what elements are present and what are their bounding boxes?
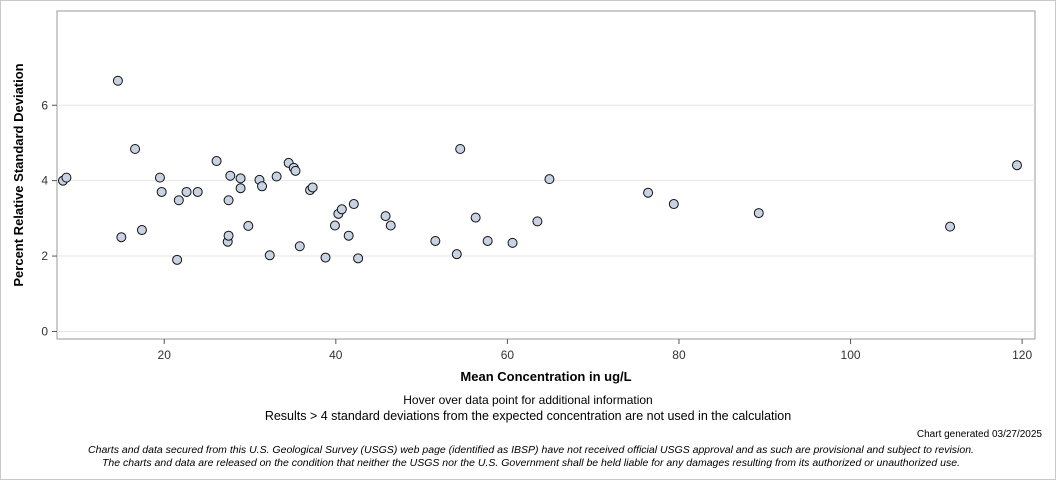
data-point[interactable] (116, 232, 127, 243)
data-point[interactable] (192, 186, 203, 197)
data-point[interactable] (507, 237, 518, 248)
y-tick-label: 6 (41, 98, 48, 112)
data-point[interactable] (290, 165, 301, 176)
data-point[interactable] (336, 204, 347, 215)
data-point[interactable] (385, 220, 396, 231)
data-point[interactable] (257, 181, 268, 192)
data-point[interactable] (482, 235, 493, 246)
data-point[interactable] (156, 186, 167, 197)
data-point[interactable] (945, 221, 956, 232)
data-point[interactable] (130, 143, 141, 154)
data-point[interactable] (271, 171, 282, 182)
hover-note: Hover over data point for additional inf… (403, 393, 653, 407)
x-axis-ticks: 20 40 60 80 100 120 (158, 339, 1032, 362)
data-point[interactable] (235, 183, 246, 194)
data-point[interactable] (430, 235, 441, 246)
x-tick-label: 120 (1012, 348, 1032, 362)
data-point[interactable] (173, 195, 184, 206)
data-point[interactable] (181, 186, 192, 197)
y-axis-label: Percent Relative Standard Deviation (11, 63, 26, 286)
data-point[interactable] (753, 208, 764, 219)
data-point[interactable] (294, 241, 305, 252)
disclaimer-line-1: Charts and data secured from this U.S. G… (88, 444, 974, 456)
data-point[interactable] (1011, 160, 1022, 171)
data-points (58, 75, 1022, 265)
x-tick-label: 60 (501, 348, 515, 362)
plot-area (56, 10, 1036, 340)
disclaimer-line-2: The charts and data are released on the … (102, 457, 960, 469)
data-point[interactable] (172, 254, 183, 265)
data-point[interactable] (668, 199, 679, 210)
y-tick-label: 4 (41, 174, 48, 188)
x-axis-label: Mean Concentration in ug/L (460, 369, 631, 384)
data-point[interactable] (380, 211, 391, 222)
data-point[interactable] (320, 252, 331, 263)
x-tick-label: 20 (158, 348, 172, 362)
data-point[interactable] (223, 230, 234, 241)
y-tick-label: 2 (41, 249, 48, 263)
y-tick-label: 0 (41, 324, 48, 338)
data-point[interactable] (348, 199, 359, 210)
data-point[interactable] (264, 250, 275, 261)
generated-date: Chart generated 03/27/2025 (916, 429, 1042, 440)
results-note: Results > 4 standard deviations from the… (264, 409, 792, 423)
data-point[interactable] (532, 216, 543, 227)
data-point[interactable] (451, 249, 462, 260)
x-tick-label: 40 (329, 348, 343, 362)
data-point[interactable] (307, 182, 318, 193)
data-point[interactable] (211, 156, 222, 167)
y-axis-ticks: 0 2 4 6 (41, 98, 57, 338)
data-point[interactable] (455, 143, 466, 154)
data-point[interactable] (353, 253, 364, 264)
data-point[interactable] (235, 173, 246, 184)
data-point[interactable] (225, 170, 236, 181)
scatter-plot: 0 2 4 6 20 40 60 80 100 120 Mean Concentration i… (11, 10, 1036, 384)
data-point[interactable] (243, 220, 254, 231)
data-point[interactable] (136, 225, 147, 236)
data-point[interactable] (470, 212, 481, 223)
data-point[interactable] (643, 187, 654, 198)
x-tick-label: 80 (672, 348, 686, 362)
data-point[interactable] (154, 172, 165, 183)
data-point[interactable] (61, 172, 72, 183)
x-tick-label: 100 (841, 348, 861, 362)
data-point[interactable] (112, 75, 123, 86)
data-point[interactable] (329, 220, 340, 231)
data-point[interactable] (544, 174, 555, 185)
data-point[interactable] (343, 230, 354, 241)
data-point[interactable] (223, 195, 234, 206)
